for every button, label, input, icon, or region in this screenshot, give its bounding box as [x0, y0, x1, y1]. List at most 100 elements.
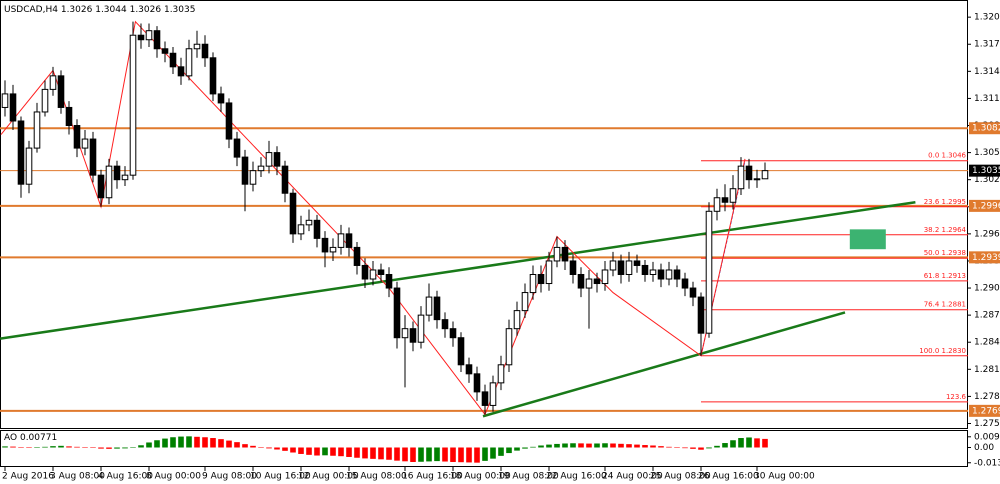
ao-bar	[714, 445, 720, 448]
candle-body	[377, 269, 385, 275]
fibo-label: 100.0 1.2830	[919, 347, 966, 355]
y-tick-label: 1.3055	[974, 148, 1000, 158]
candle-body	[73, 125, 81, 149]
ao-bar	[66, 446, 72, 448]
ao-bar	[34, 447, 40, 448]
indicator-value: 0.00771	[20, 433, 57, 443]
candle-body	[49, 75, 57, 90]
candle-body	[657, 269, 665, 280]
ao-bar	[370, 447, 376, 459]
ao-bar	[426, 447, 432, 462]
ao-bar	[42, 446, 48, 448]
candle-body	[9, 93, 17, 122]
chart-title: USDCAD,H4 1.3026 1.3044 1.3026 1.3035	[4, 5, 195, 15]
candle-body	[321, 237, 329, 253]
ao-bar	[2, 446, 8, 448]
ao-bar	[722, 443, 728, 448]
y-tick-label: 1.2785	[974, 392, 1000, 402]
candle-body	[305, 219, 313, 226]
candle-body	[393, 287, 401, 339]
candle-body	[369, 269, 377, 280]
ao-bar	[402, 447, 408, 462]
candle-body	[265, 152, 273, 167]
candle-body	[713, 197, 721, 212]
ao-bar	[330, 447, 336, 456]
fibo-label: 38.2 1.2964	[924, 226, 967, 234]
candle-body	[273, 152, 281, 167]
candle-body	[641, 264, 649, 275]
candle-body	[689, 287, 697, 298]
ao-bar	[738, 438, 744, 448]
ao-bar	[202, 437, 208, 448]
candle-body	[17, 120, 25, 185]
candle-body	[241, 156, 249, 185]
ao-bar	[354, 447, 360, 458]
candle-body	[577, 273, 585, 289]
ao-bar	[674, 447, 680, 448]
ao-bar	[562, 443, 568, 448]
ao-bar	[754, 438, 760, 448]
candle-body	[153, 30, 161, 50]
candle-body	[449, 328, 457, 339]
fibo-label: 61.8 1.2913	[924, 272, 966, 280]
ao-bar	[82, 447, 88, 448]
ao-bar	[98, 447, 104, 449]
candle-body	[201, 43, 209, 59]
ao-bar	[418, 447, 424, 462]
ao-bar	[362, 447, 368, 459]
ao-bar	[658, 446, 664, 448]
ao-bar	[26, 447, 32, 448]
ao-bar	[186, 436, 192, 448]
ao-bar	[466, 447, 472, 463]
candle-body	[569, 260, 577, 275]
ao-bar	[250, 445, 256, 448]
symbol: USDCAD,H4	[4, 5, 58, 15]
ao-bar	[154, 440, 160, 448]
x-tick-label: 18 Aug 00:00	[450, 472, 511, 482]
candle-body	[497, 364, 505, 384]
candle-body	[129, 34, 137, 176]
candle-body	[1, 93, 9, 108]
candle-body	[25, 147, 33, 185]
candle-body	[137, 34, 145, 41]
candle-body	[257, 165, 265, 172]
candle-body	[481, 391, 489, 406]
level-box	[969, 251, 1000, 264]
candle-body	[57, 75, 65, 108]
x-tick-label: 8 Aug 00:00	[146, 472, 201, 482]
level-box	[969, 404, 1000, 417]
ao-bar	[226, 440, 232, 448]
candle-body	[753, 178, 761, 181]
ao-bar	[762, 438, 768, 448]
candle-body	[529, 273, 537, 294]
candle-body	[625, 260, 633, 275]
x-tick-label: 30 Aug 00:00	[754, 472, 815, 482]
candle-body	[217, 93, 225, 104]
candle-body	[313, 219, 321, 239]
ao-bar	[258, 447, 264, 448]
zone-rect	[849, 229, 886, 250]
ao-bar	[298, 447, 304, 454]
candle-body	[225, 102, 233, 140]
ao-bar	[530, 446, 536, 448]
level-label: 1.3082	[972, 124, 1000, 134]
candle-body	[33, 111, 41, 149]
ao-bar	[146, 442, 152, 448]
candle-body	[457, 337, 465, 366]
ao-bar	[122, 447, 128, 449]
last-high: 1.3044	[95, 5, 127, 15]
indicator-name: AO	[4, 433, 17, 443]
candle-body	[425, 296, 433, 316]
ao-bar	[554, 443, 560, 448]
candle-body	[113, 165, 121, 181]
candle-body	[561, 246, 569, 262]
ao-bar	[10, 446, 16, 448]
ao-bar	[474, 447, 480, 463]
ao-bar	[490, 447, 496, 459]
candle-body	[705, 210, 713, 334]
ao-bar	[74, 446, 80, 448]
ao-bar	[730, 440, 736, 448]
candle-body	[81, 138, 89, 149]
candle-body	[473, 373, 481, 393]
